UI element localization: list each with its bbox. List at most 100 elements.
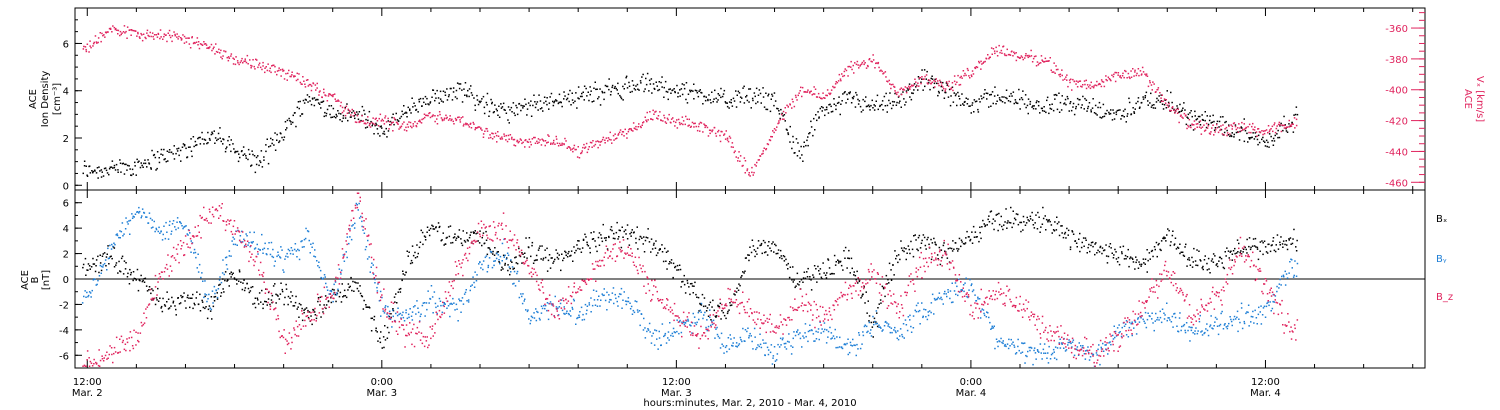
by-point (187, 234, 189, 236)
bx-point (1242, 251, 1244, 253)
vx-point (786, 104, 788, 107)
by-point (168, 224, 171, 226)
bx-point (782, 255, 785, 257)
bx-point (546, 270, 549, 272)
vx-point (491, 138, 494, 140)
by-point (469, 289, 471, 292)
by-point (332, 300, 334, 303)
bx-point (463, 239, 466, 242)
density-point (290, 121, 292, 123)
bx-point (1245, 248, 1247, 251)
density-point (1032, 107, 1035, 110)
by-point (888, 326, 891, 328)
by-point (328, 293, 330, 295)
vx-point (383, 123, 386, 125)
vx-point (544, 140, 547, 142)
density-point (787, 132, 789, 134)
x-tick-label-time: 12:00 (1251, 377, 1280, 388)
density-point (185, 147, 187, 150)
by-point (664, 334, 666, 337)
vx-point (1045, 60, 1047, 62)
density-point (973, 99, 976, 101)
bx-point (608, 235, 610, 238)
bx-point (667, 250, 669, 252)
bx-point (486, 253, 489, 256)
bx-point (224, 271, 227, 273)
vx-point (1237, 131, 1240, 133)
vx-point (657, 115, 660, 117)
vx-point (1095, 84, 1098, 87)
bx-point (609, 228, 612, 231)
bx-point (550, 257, 552, 259)
by-point (831, 337, 833, 339)
density-point (451, 99, 454, 101)
density-point (1029, 103, 1031, 105)
density-point (134, 165, 136, 167)
by-point (218, 279, 221, 281)
by-point (141, 208, 144, 210)
density-point (1165, 107, 1168, 109)
bx-point (821, 278, 823, 280)
bx-point (271, 294, 274, 297)
density-point (794, 152, 796, 154)
by-point (176, 221, 178, 223)
density-point (1051, 103, 1053, 105)
density-point (1069, 102, 1071, 105)
bx-point (1015, 213, 1018, 215)
by-point (223, 273, 225, 276)
by-point (236, 244, 238, 246)
bx-point (722, 311, 725, 314)
bx-point (723, 314, 726, 317)
density-point (552, 100, 554, 103)
density-point (839, 113, 841, 116)
density-point (186, 156, 189, 158)
vx-point (744, 172, 746, 174)
bx-point (1090, 241, 1093, 244)
bx-point (1165, 240, 1167, 242)
bx-point (576, 244, 578, 246)
vx-point (749, 175, 751, 177)
by-point (183, 226, 185, 228)
bx-point (754, 255, 756, 258)
density-point (542, 110, 544, 112)
vx-point (824, 97, 826, 99)
bx-point (702, 305, 705, 308)
vx-point (431, 115, 434, 117)
density-point (368, 110, 371, 113)
vx-point (1248, 123, 1251, 126)
by-point (466, 300, 468, 302)
density-point (829, 103, 831, 106)
vx-point (865, 67, 868, 69)
density-point (98, 166, 100, 168)
bx-point (1035, 214, 1037, 216)
vx-point (252, 59, 254, 61)
density-point (1219, 116, 1222, 118)
bx-point (132, 279, 134, 282)
bx-point (406, 250, 408, 252)
density-point (537, 109, 539, 111)
by-point (536, 310, 538, 313)
bx-point (846, 267, 848, 269)
vx-point (959, 83, 962, 86)
vx-point (193, 41, 195, 44)
bx-point (1236, 239, 1239, 241)
vx-point (434, 115, 436, 117)
by-point (296, 256, 298, 258)
by-point (372, 273, 375, 275)
density-point (548, 102, 551, 104)
bx-point (906, 252, 908, 254)
density-point (156, 151, 159, 153)
vx-point (151, 32, 154, 34)
density-point (153, 153, 156, 156)
by-point (153, 220, 155, 223)
vx-point (132, 29, 135, 32)
by-point (815, 338, 818, 340)
by-point (432, 312, 434, 314)
vx-point (213, 46, 215, 48)
density-point (925, 78, 927, 80)
bx-point (998, 223, 1001, 226)
vx-point (217, 51, 219, 53)
vx-point (837, 80, 840, 82)
bx-point (1051, 232, 1053, 234)
vx-point (204, 43, 207, 45)
